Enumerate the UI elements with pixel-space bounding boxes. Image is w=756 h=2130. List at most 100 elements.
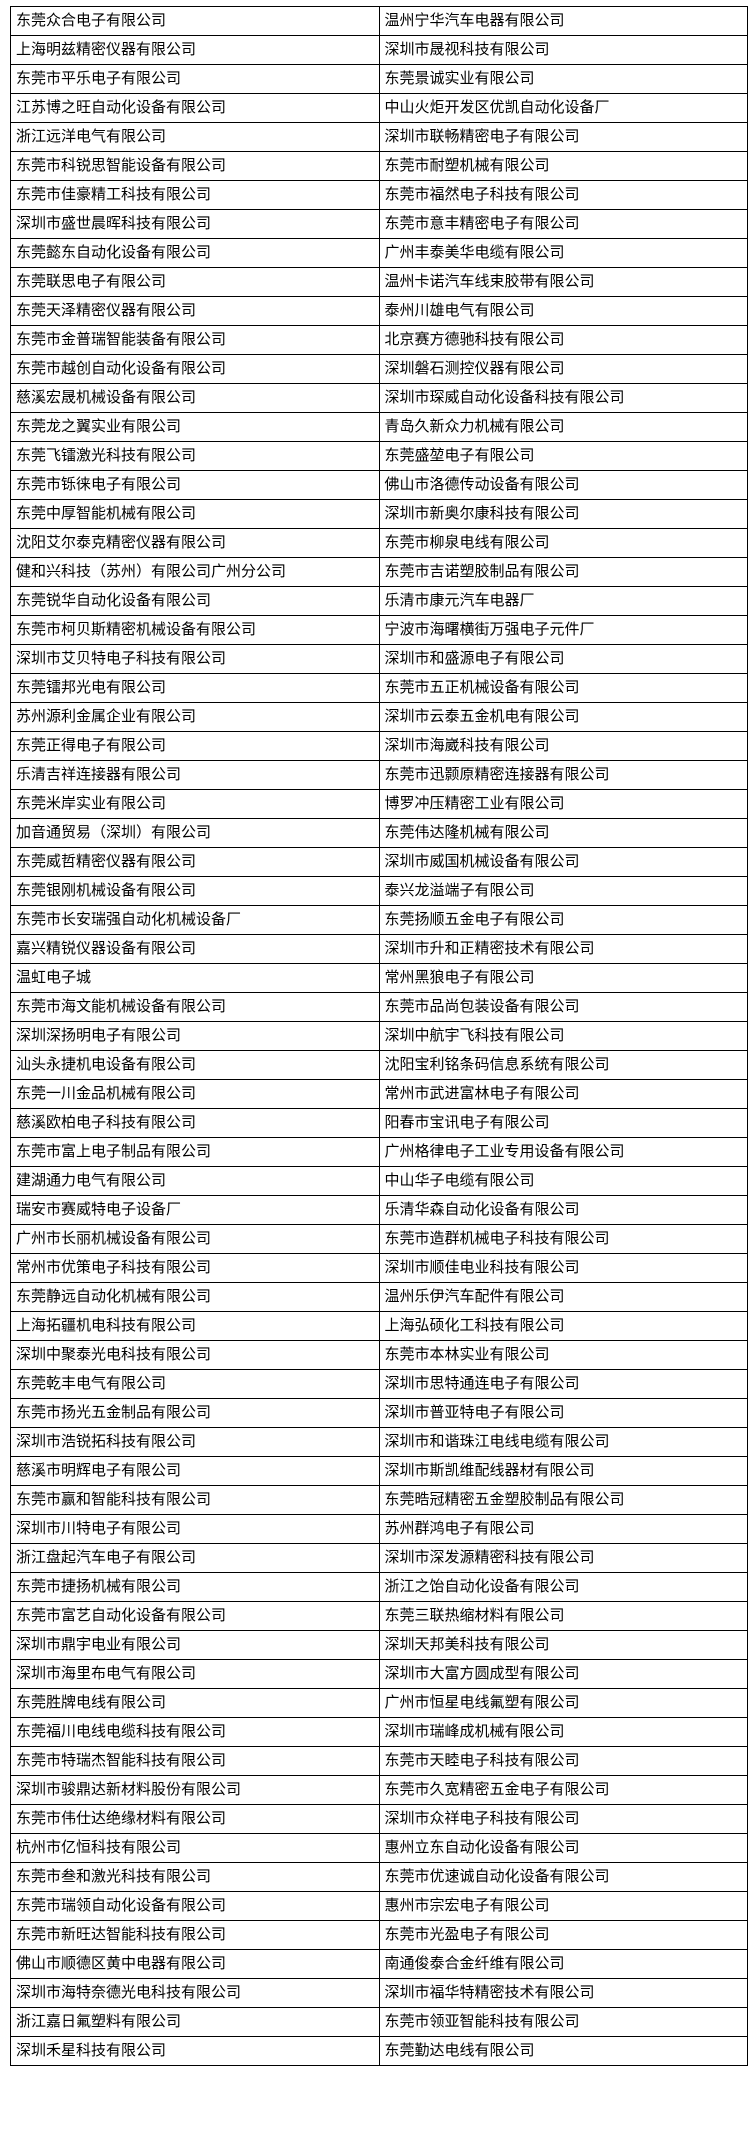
table-row: 东莞市海文能机械设备有限公司 东莞市品尚包装设备有限公司 xyxy=(10,992,748,1022)
company-name-cell-left: 东莞飞镭激光科技有限公司 xyxy=(10,441,380,471)
company-name-cell-right: 宁波市海曙横街万强电子元件厂 xyxy=(378,615,748,645)
company-name-cell-right: 深圳市普亚特电子有限公司 xyxy=(378,1398,748,1428)
table-row: 东莞市长安瑞强自动化机械设备厂 东莞扬顺五金电子有限公司 xyxy=(10,905,748,935)
company-name-cell-left: 浙江嘉日氟塑料有限公司 xyxy=(10,2007,380,2037)
company-name-cell-left: 上海拓疆机电科技有限公司 xyxy=(10,1311,380,1341)
company-name-cell-left: 建湖通力电气有限公司 xyxy=(10,1166,380,1196)
company-name-cell-right: 乐清市康元汽车电器厂 xyxy=(378,586,748,616)
company-name-cell-left: 东莞众合电子有限公司 xyxy=(10,6,380,36)
company-name-cell-left: 慈溪欧柏电子科技有限公司 xyxy=(10,1108,380,1138)
company-name-cell-left: 东莞市越创自动化设备有限公司 xyxy=(10,354,380,384)
company-name-cell-left: 健和兴科技（苏州）有限公司广州分公司 xyxy=(10,557,380,587)
company-name-cell-left: 东莞市瑞领自动化设备有限公司 xyxy=(10,1891,380,1921)
table-row: 深圳市骏鼎达新材料股份有限公司 东莞市久宽精密五金电子有限公司 xyxy=(10,1775,748,1805)
company-name-cell-left: 深圳市鼎宇电业有限公司 xyxy=(10,1630,380,1660)
company-name-cell-right: 东莞勤达电线有限公司 xyxy=(378,2036,748,2066)
company-name-cell-right: 深圳市顺佳电业科技有限公司 xyxy=(378,1253,748,1283)
table-row: 东莞市伟仕达绝缘材料有限公司 深圳市众祥电子科技有限公司 xyxy=(10,1804,748,1834)
company-name-cell-right: 东莞市造群机械电子科技有限公司 xyxy=(378,1224,748,1254)
company-name-cell-right: 广州格律电子工业专用设备有限公司 xyxy=(378,1137,748,1167)
company-name-cell-right: 常州黑狼电子有限公司 xyxy=(378,963,748,993)
table-row: 嘉兴精锐仪器设备有限公司 深圳市升和正精密技术有限公司 xyxy=(10,934,748,964)
company-name-cell-right: 泰州川雄电气有限公司 xyxy=(378,296,748,326)
company-name-cell-left: 东莞威哲精密仪器有限公司 xyxy=(10,847,380,877)
company-name-cell-right: 深圳市福华特精密技术有限公司 xyxy=(378,1978,748,2008)
company-name-cell-right: 阳春市宝讯电子有限公司 xyxy=(378,1108,748,1138)
company-name-cell-left: 东莞市佳豪精工科技有限公司 xyxy=(10,180,380,210)
table-row: 东莞市平乐电子有限公司 东莞景诚实业有限公司 xyxy=(10,64,748,94)
table-row: 东莞米岸实业有限公司 博罗冲压精密工业有限公司 xyxy=(10,789,748,819)
company-table: 东莞众合电子有限公司 温州宁华汽车电器有限公司 上海明兹精密仪器有限公司 深圳市晟视科… xyxy=(10,6,748,2066)
table-row: 深圳禾星科技有限公司 东莞勤达电线有限公司 xyxy=(10,2036,748,2066)
table-row: 东莞市瑞领自动化设备有限公司 惠州市宗宏电子有限公司 xyxy=(10,1891,748,1921)
company-name-cell-right: 博罗冲压精密工业有限公司 xyxy=(378,789,748,819)
company-name-cell-right: 东莞市优速诚自动化设备有限公司 xyxy=(378,1862,748,1892)
company-name-cell-right: 南通俊泰合金纤维有限公司 xyxy=(378,1949,748,1979)
company-name-cell-right: 深圳市云泰五金机电有限公司 xyxy=(378,702,748,732)
company-name-cell-left: 东莞乾丰电气有限公司 xyxy=(10,1369,380,1399)
table-row: 东莞天泽精密仪器有限公司 泰州川雄电气有限公司 xyxy=(10,296,748,326)
table-row: 健和兴科技（苏州）有限公司广州分公司 东莞市吉诺塑胶制品有限公司 xyxy=(10,557,748,587)
company-name-cell-right: 广州丰泰美华电缆有限公司 xyxy=(378,238,748,268)
table-row: 深圳市盛世晨晖科技有限公司 东莞市意丰精密电子有限公司 xyxy=(10,209,748,239)
company-name-cell-left: 东莞一川金品机械有限公司 xyxy=(10,1079,380,1109)
table-row: 深圳市浩锐拓科技有限公司 深圳市和谐珠江电线电缆有限公司 xyxy=(10,1427,748,1457)
company-name-cell-right: 东莞市意丰精密电子有限公司 xyxy=(378,209,748,239)
company-name-cell-left: 瑞安市赛威特电子设备厂 xyxy=(10,1195,380,1225)
table-row: 东莞市扬光五金制品有限公司 深圳市普亚特电子有限公司 xyxy=(10,1398,748,1428)
company-name-cell-left: 深圳中聚泰光电科技有限公司 xyxy=(10,1340,380,1370)
company-name-cell-right: 深圳市深发源精密科技有限公司 xyxy=(378,1543,748,1573)
company-name-cell-left: 汕头永捷机电设备有限公司 xyxy=(10,1050,380,1080)
table-row: 东莞市新旺达智能科技有限公司 东莞市光盈电子有限公司 xyxy=(10,1920,748,1950)
table-row: 东莞众合电子有限公司 温州宁华汽车电器有限公司 xyxy=(10,6,748,36)
company-name-cell-right: 深圳市升和正精密技术有限公司 xyxy=(378,934,748,964)
table-row: 东莞胜牌电线有限公司 广州市恒星电线氟塑有限公司 xyxy=(10,1688,748,1718)
company-name-cell-right: 东莞市领亚智能科技有限公司 xyxy=(378,2007,748,2037)
company-name-cell-right: 上海弘硕化工科技有限公司 xyxy=(378,1311,748,1341)
table-row: 深圳市艾贝特电子科技有限公司 深圳市和盛源电子有限公司 xyxy=(10,644,748,674)
company-name-cell-left: 温虹电子城 xyxy=(10,963,380,993)
company-name-cell-left: 深圳市海特奈德光电科技有限公司 xyxy=(10,1978,380,2008)
company-name-cell-right: 广州市恒星电线氟塑有限公司 xyxy=(378,1688,748,1718)
company-name-cell-right: 佛山市洛德传动设备有限公司 xyxy=(378,470,748,500)
company-name-cell-left: 深圳市盛世晨晖科技有限公司 xyxy=(10,209,380,239)
table-row: 东莞市特瑞杰智能科技有限公司 东莞市天睦电子科技有限公司 xyxy=(10,1746,748,1776)
company-name-cell-left: 苏州源利金属企业有限公司 xyxy=(10,702,380,732)
company-name-cell-right: 东莞伟达隆机械有限公司 xyxy=(378,818,748,848)
table-row: 东莞市铄徕电子有限公司 佛山市洛德传动设备有限公司 xyxy=(10,470,748,500)
table-row: 东莞乾丰电气有限公司 深圳市思特通连电子有限公司 xyxy=(10,1369,748,1399)
table-row: 上海明兹精密仪器有限公司 深圳市晟视科技有限公司 xyxy=(10,35,748,65)
company-list-document: 东莞众合电子有限公司 温州宁华汽车电器有限公司 上海明兹精密仪器有限公司 深圳市晟视科… xyxy=(10,6,748,2066)
company-name-cell-right: 深圳天邦美科技有限公司 xyxy=(378,1630,748,1660)
company-name-cell-left: 乐清吉祥连接器有限公司 xyxy=(10,760,380,790)
company-name-cell-left: 广州市长丽机械设备有限公司 xyxy=(10,1224,380,1254)
company-name-cell-right: 深圳市新奥尔康科技有限公司 xyxy=(378,499,748,529)
company-name-cell-left: 东莞正得电子有限公司 xyxy=(10,731,380,761)
company-name-cell-left: 东莞市扬光五金制品有限公司 xyxy=(10,1398,380,1428)
company-name-cell-left: 东莞市平乐电子有限公司 xyxy=(10,64,380,94)
company-name-cell-right: 深圳市众祥电子科技有限公司 xyxy=(378,1804,748,1834)
table-row: 深圳市海特奈德光电科技有限公司 深圳市福华特精密技术有限公司 xyxy=(10,1978,748,2008)
company-name-cell-right: 东莞三联热缩材料有限公司 xyxy=(378,1601,748,1631)
table-row: 东莞静远自动化机械有限公司 温州乐伊汽车配件有限公司 xyxy=(10,1282,748,1312)
company-name-cell-left: 东莞中厚智能机械有限公司 xyxy=(10,499,380,529)
company-name-cell-right: 深圳市和谐珠江电线电缆有限公司 xyxy=(378,1427,748,1457)
table-row: 东莞正得电子有限公司 深圳市海崴科技有限公司 xyxy=(10,731,748,761)
table-row: 江苏博之旺自动化设备有限公司 中山火炬开发区优凯自动化设备厂 xyxy=(10,93,748,123)
company-name-cell-left: 东莞市长安瑞强自动化机械设备厂 xyxy=(10,905,380,935)
company-name-cell-left: 深圳市骏鼎达新材料股份有限公司 xyxy=(10,1775,380,1805)
table-row: 上海拓疆机电科技有限公司 上海弘硕化工科技有限公司 xyxy=(10,1311,748,1341)
company-name-cell-right: 东莞市吉诺塑胶制品有限公司 xyxy=(378,557,748,587)
table-row: 浙江嘉日氟塑料有限公司 东莞市领亚智能科技有限公司 xyxy=(10,2007,748,2037)
company-name-cell-left: 浙江盘起汽车电子有限公司 xyxy=(10,1543,380,1573)
company-name-cell-right: 深圳市威国机械设备有限公司 xyxy=(378,847,748,877)
company-name-cell-right: 东莞景诚实业有限公司 xyxy=(378,64,748,94)
company-name-cell-right: 深圳市思特通连电子有限公司 xyxy=(378,1369,748,1399)
table-row: 深圳中聚泰光电科技有限公司 东莞市本林实业有限公司 xyxy=(10,1340,748,1370)
company-name-cell-left: 杭州市亿恒科技有限公司 xyxy=(10,1833,380,1863)
company-name-cell-left: 深圳深扬明电子有限公司 xyxy=(10,1021,380,1051)
company-name-cell-left: 东莞市伟仕达绝缘材料有限公司 xyxy=(10,1804,380,1834)
table-row: 慈溪宏晟机械设备有限公司 深圳市琛威自动化设备科技有限公司 xyxy=(10,383,748,413)
table-row: 杭州市亿恒科技有限公司 惠州立东自动化设备有限公司 xyxy=(10,1833,748,1863)
company-name-cell-left: 东莞联思电子有限公司 xyxy=(10,267,380,297)
